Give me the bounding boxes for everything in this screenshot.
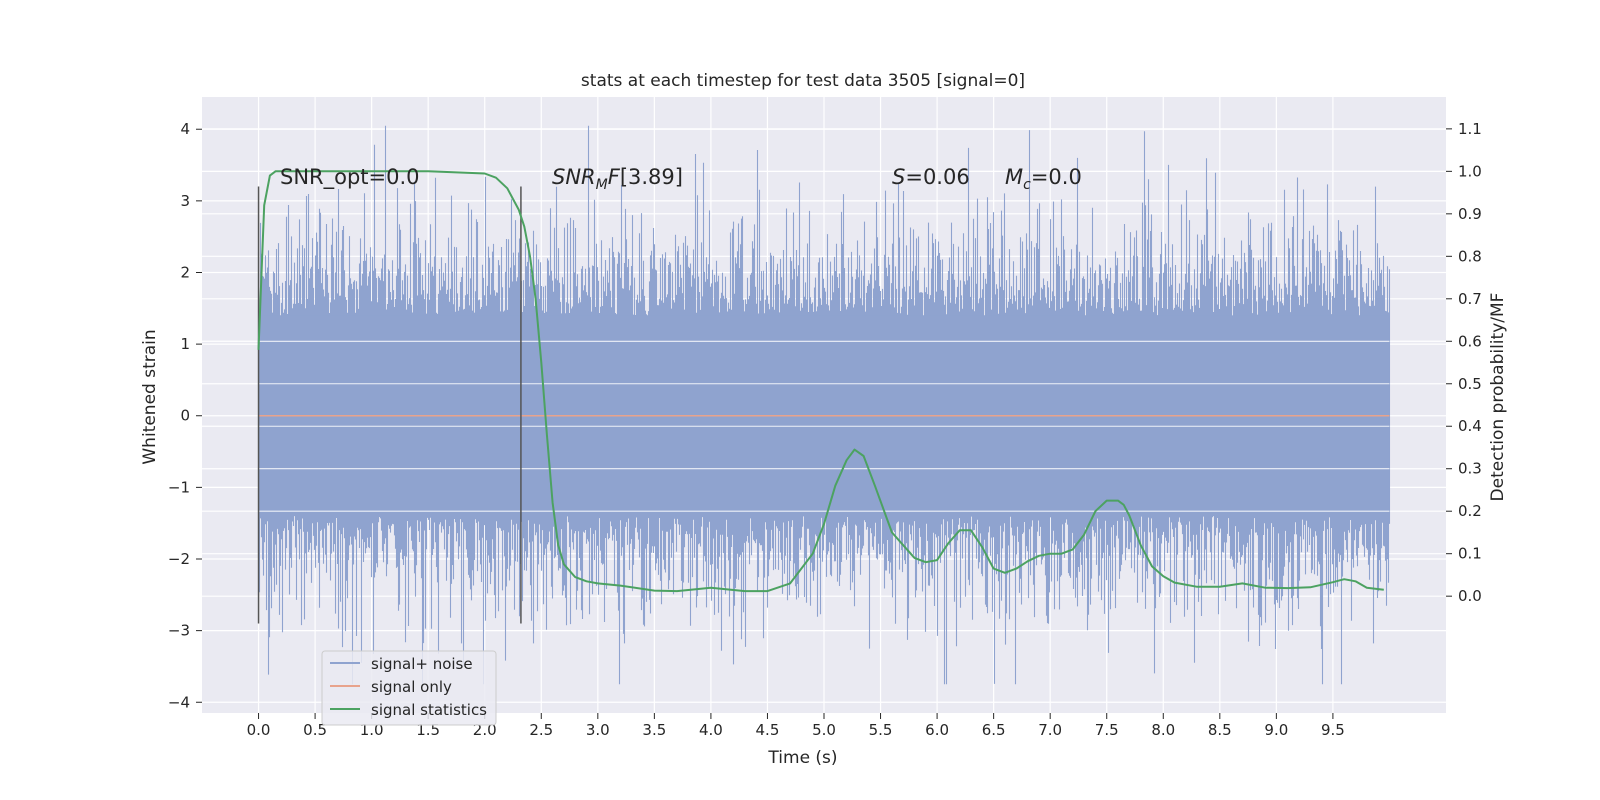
x-tick-label: 0.0 <box>247 721 271 739</box>
annotation-snr-mf-value: [3.89] <box>620 165 683 189</box>
signal-statistics-series <box>257 170 1384 593</box>
y-tick-label: −2 <box>168 550 190 568</box>
x-tick-label: 9.0 <box>1264 721 1288 739</box>
y-tick-label: −3 <box>168 622 190 640</box>
x-tick-label: 3.5 <box>642 721 666 739</box>
y-tick-label: 3 <box>180 192 190 210</box>
legend-label-signal: signal only <box>371 678 452 696</box>
statistics-line <box>257 170 1384 593</box>
y-right-tick-label: 0.0 <box>1458 587 1482 605</box>
legend-frame <box>321 650 497 726</box>
y-tick-label: 0 <box>180 407 190 425</box>
y-right-tick-label: 0.7 <box>1458 290 1482 308</box>
y-right-tick-label: 0.9 <box>1458 205 1482 223</box>
y-right-tick-label: 0.2 <box>1458 502 1482 520</box>
x-tick-label: 8.0 <box>1151 721 1175 739</box>
x-tick-label: 5.0 <box>812 721 836 739</box>
annotation-mc-value: =0.0 <box>1031 165 1082 189</box>
x-tick-label: 6.0 <box>925 721 949 739</box>
annotation-s-value: =0.06 <box>905 165 969 189</box>
annotation-s: S=0.06 <box>892 165 970 189</box>
x-tick-label: 2.5 <box>529 721 553 739</box>
x-tick-label: 9.5 <box>1321 721 1345 739</box>
x-tick-label: 0.5 <box>303 721 327 739</box>
y-right-tick-label: 0.8 <box>1458 247 1482 265</box>
y-tick-label: −4 <box>168 693 190 711</box>
annotation-mc: Mc=0.0 <box>1005 165 1082 193</box>
right-y-axis-label: Detection probability/MF <box>1488 293 1508 502</box>
x-tick-label: 4.5 <box>756 721 780 739</box>
x-tick-label: 7.5 <box>1095 721 1119 739</box>
y-right-tick-label: 1.1 <box>1458 120 1482 138</box>
x-tick-label: 3.0 <box>586 721 610 739</box>
x-tick-label: 7.0 <box>1038 721 1062 739</box>
x-tick-label: 6.5 <box>982 721 1006 739</box>
legend-label-noise: signal+ noise <box>371 655 473 673</box>
y-right-tick-label: 0.1 <box>1458 545 1482 563</box>
y-axis-label: Whitened strain <box>140 329 160 464</box>
x-tick-label: 5.5 <box>869 721 893 739</box>
y-right-tick-label: 1.0 <box>1458 162 1482 180</box>
x-tick-label: 4.0 <box>699 721 723 739</box>
x-axis-label: Time (s) <box>767 748 837 768</box>
y-right-tick-label: 0.6 <box>1458 332 1482 350</box>
legend: signal+ noise signal only signal statist… <box>321 650 497 726</box>
y-tick-label: 2 <box>180 263 190 281</box>
annotation-snr-opt: SNR_opt=0.0 <box>280 165 420 190</box>
right-y-axis: 0.0 0.1 0.2 0.3 0.4 0.5 0.6 0.7 0.8 0.9 1.0 1.1 <box>1446 120 1482 605</box>
y-tick-label: −1 <box>168 478 190 496</box>
left-y-axis: −4 −3 −2 −1 0 1 2 3 4 <box>168 120 202 711</box>
x-tick-label: 8.5 <box>1208 721 1232 739</box>
y-tick-label: 4 <box>180 120 190 138</box>
chart-title: stats at each timestep for test data 350… <box>581 71 1025 91</box>
y-right-tick-label: 0.5 <box>1458 375 1482 393</box>
y-right-tick-label: 0.4 <box>1458 417 1482 435</box>
y-tick-label: 1 <box>180 335 190 353</box>
legend-label-statistics: signal statistics <box>371 701 487 719</box>
y-right-tick-label: 0.3 <box>1458 460 1482 478</box>
annotation-snr-mf: SNRMF[3.89] <box>552 165 683 193</box>
vertical-markers <box>257 186 522 624</box>
x-axis: 0.0 0.5 1.0 1.5 2.0 2.5 3.0 3.5 4.0 4.5 5.0 5.5 6.0 6… <box>247 713 1345 739</box>
